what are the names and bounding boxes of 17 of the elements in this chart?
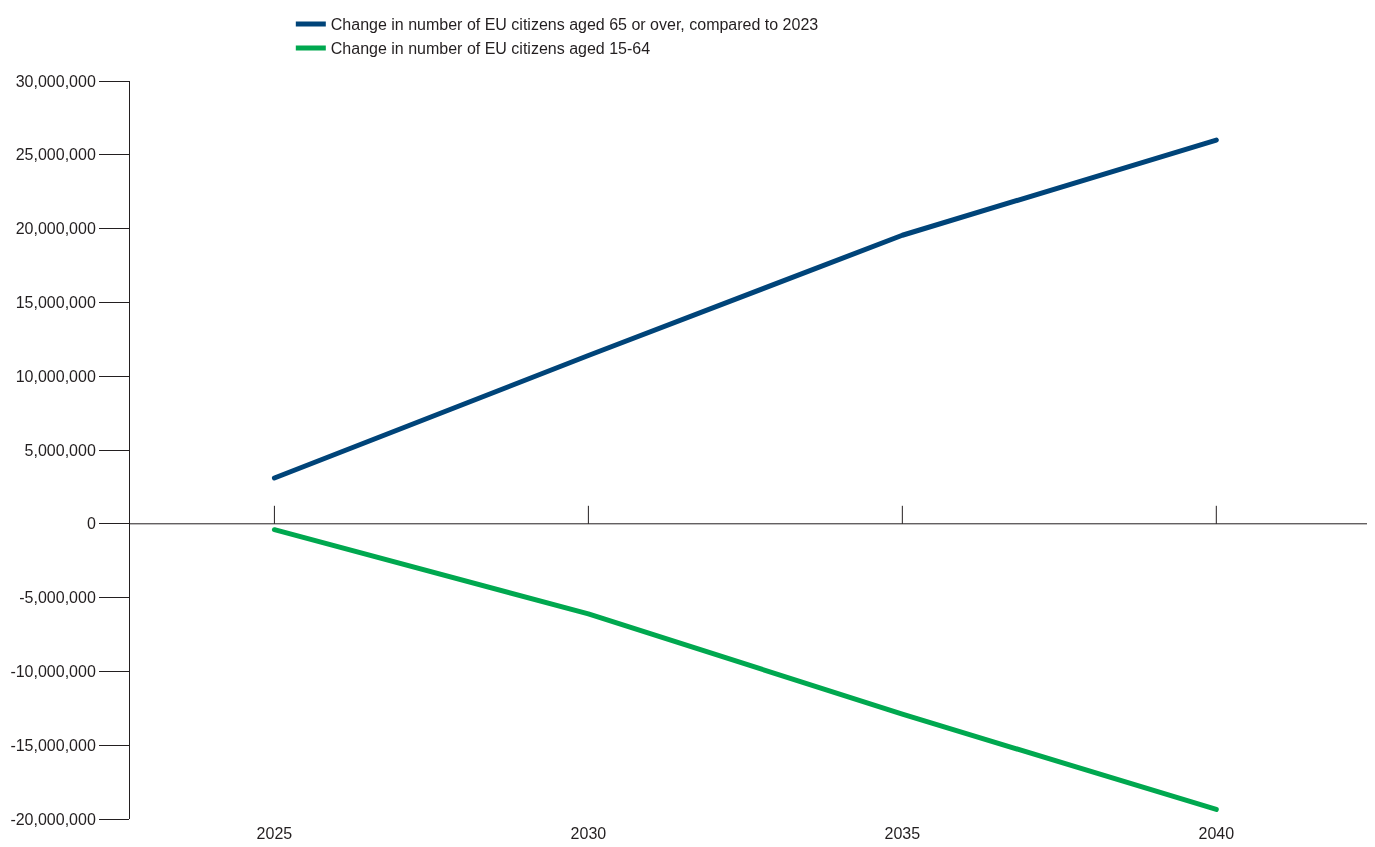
y-tick-label: -5,000,000 xyxy=(19,589,96,607)
y-tick-label: -20,000,000 xyxy=(10,810,96,828)
y-tick-label: 20,000,000 xyxy=(15,220,96,238)
x-tick-label: 2035 xyxy=(884,825,921,843)
y-tick-label: 25,000,000 xyxy=(15,146,96,164)
y-tick-label: 30,000,000 xyxy=(15,72,96,90)
y-tick-label: 10,000,000 xyxy=(15,367,96,385)
y-tick-label: 5,000,000 xyxy=(24,441,96,459)
x-tick-label: 2040 xyxy=(1198,825,1235,843)
y-tick-label: 15,000,000 xyxy=(15,294,96,311)
x-tick-label: 2030 xyxy=(570,825,607,843)
x-tick-label: 2025 xyxy=(256,825,293,843)
y-tick-label: 0 xyxy=(86,515,96,533)
legend-label: Change in number of EU citizens aged 15-64 xyxy=(330,40,651,58)
legend-label: Change in number of EU citizens aged 65 or over, compared to 2023 xyxy=(330,16,819,34)
y-tick-label: -15,000,000 xyxy=(10,736,96,754)
y-tick-label: -10,000,000 xyxy=(10,663,96,680)
